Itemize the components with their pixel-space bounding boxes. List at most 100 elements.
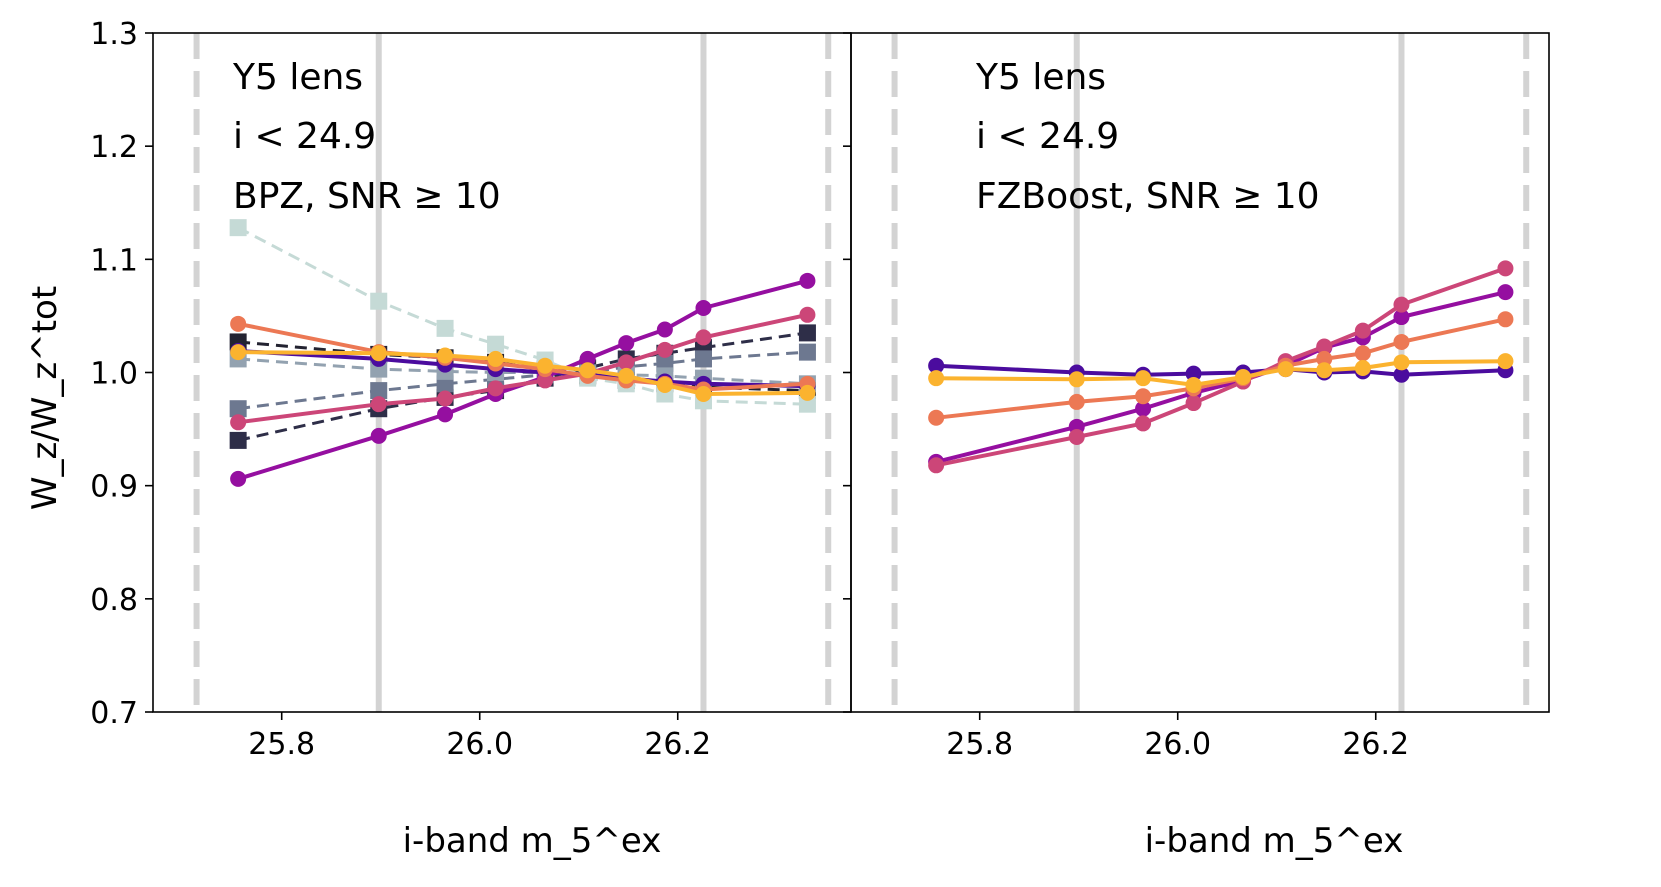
- x-tick-label: 25.8: [248, 727, 315, 762]
- x-axis-ticks-left: 25.8 26.0 26.2: [248, 712, 711, 762]
- data-point-square: [229, 219, 247, 237]
- data-point-circle: [1235, 369, 1252, 386]
- data-point-circle: [537, 357, 554, 374]
- y-axis-label: W_z/W_z^tot: [25, 286, 65, 510]
- data-point-circle: [656, 321, 673, 338]
- y-tick-label: 1.2: [90, 130, 138, 165]
- panel-left: 0.7 0.8 0.9 1.0 1.1 1.2 1.3 25.8 26.0 26.2 Y5 le…: [90, 17, 852, 762]
- data-point-square: [370, 292, 388, 310]
- data-point-circle: [437, 347, 454, 364]
- series-line: [936, 363, 1506, 377]
- data-point-circle: [695, 329, 712, 346]
- data-point-circle: [1316, 362, 1333, 379]
- data-point-circle: [1316, 350, 1333, 367]
- series-line: [237, 312, 808, 425]
- x-tick-label: 25.8: [946, 727, 1013, 762]
- data-point-circle: [799, 306, 816, 323]
- y-axis-ticks-left: 0.7 0.8 0.9 1.0 1.1 1.2 1.3: [90, 17, 153, 731]
- data-point-square: [436, 319, 454, 337]
- data-point-circle: [656, 376, 673, 393]
- data-point-circle: [230, 470, 247, 487]
- data-point-circle: [1185, 395, 1202, 412]
- data-point-circle: [579, 362, 596, 379]
- data-point-circle: [1316, 338, 1333, 355]
- data-point-circle: [370, 345, 387, 362]
- annotation-survey: Y5 lens: [232, 57, 363, 98]
- data-point-circle: [230, 344, 247, 361]
- series-layer-right: [928, 260, 1514, 474]
- data-point-circle: [1393, 354, 1410, 371]
- data-point-circle: [1135, 400, 1152, 417]
- y-tick-label: 0.9: [90, 470, 138, 505]
- data-point-circle: [656, 341, 673, 358]
- data-point-circle: [618, 354, 635, 371]
- annotation-cut: i < 24.9: [233, 116, 376, 157]
- series-1: [230, 272, 816, 487]
- y-tick-label: 1.1: [90, 243, 138, 278]
- data-point-circle: [1354, 322, 1371, 339]
- y-tick-label: 0.8: [90, 583, 138, 618]
- data-point-circle: [695, 299, 712, 316]
- data-point-circle: [928, 409, 945, 426]
- panel-right: 25.8 26.0 26.2 Y5 lens i < 24.9 FZBoost, S…: [843, 32, 1550, 762]
- data-point-circle: [437, 406, 454, 423]
- data-point-square: [798, 324, 816, 342]
- series-line: [935, 266, 1507, 468]
- data-point-circle: [370, 427, 387, 444]
- data-point-circle: [1393, 296, 1410, 313]
- y-tick-label: 1.3: [90, 17, 138, 52]
- data-point-square: [798, 343, 816, 361]
- annotation-method: FZBoost, SNR ≥ 10: [976, 176, 1320, 217]
- data-point-circle: [537, 372, 554, 389]
- data-point-circle: [928, 457, 945, 474]
- data-point-circle: [1497, 311, 1514, 328]
- data-point-circle: [799, 384, 816, 401]
- y-tick-label: 1.0: [90, 357, 138, 392]
- data-point-square: [229, 431, 247, 449]
- data-point-circle: [1354, 345, 1371, 362]
- x-axis-label-left: i-band m_5^ex: [403, 821, 662, 861]
- data-point-circle: [799, 272, 816, 289]
- data-point-square: [694, 350, 712, 368]
- data-point-circle: [928, 370, 945, 387]
- series-line: [237, 226, 808, 406]
- data-point-circle: [230, 315, 247, 332]
- x-tick-label: 26.2: [644, 727, 711, 762]
- data-point-circle: [1497, 284, 1514, 301]
- data-point-circle: [1185, 376, 1202, 393]
- annotation-survey: Y5 lens: [975, 57, 1106, 98]
- data-point-circle: [1135, 388, 1152, 405]
- series-line: [238, 350, 808, 396]
- data-point-circle: [1135, 415, 1152, 432]
- data-point-circle: [618, 367, 635, 384]
- series-4: [928, 353, 1514, 393]
- data-point-square: [229, 400, 247, 418]
- y-axis-ticks-right: [843, 32, 851, 713]
- data-point-circle: [1185, 365, 1202, 382]
- data-point-circle: [437, 390, 454, 407]
- x-axis-label-right: i-band m_5^ex: [1145, 821, 1404, 861]
- x-axis-ticks-right: 25.8 26.0 26.2: [946, 712, 1409, 762]
- annotation-method: BPZ, SNR ≥ 10: [233, 176, 501, 217]
- data-point-circle: [1354, 359, 1371, 376]
- x-tick-label: 26.2: [1342, 727, 1409, 762]
- data-point-square: [370, 382, 388, 400]
- data-point-circle: [695, 386, 712, 403]
- data-point-circle: [1393, 333, 1410, 350]
- data-point-circle: [579, 350, 596, 367]
- data-point-circle: [487, 350, 504, 367]
- data-point-circle: [370, 396, 387, 413]
- data-point-circle: [928, 357, 945, 374]
- data-point-circle: [1393, 366, 1410, 383]
- data-point-circle: [618, 335, 635, 352]
- data-point-square: [487, 335, 505, 353]
- data-point-circle: [1497, 260, 1514, 277]
- data-point-circle: [1068, 371, 1085, 388]
- data-point-circle: [1135, 370, 1152, 387]
- series-4: [230, 344, 816, 403]
- x-tick-label: 26.0: [446, 727, 513, 762]
- annotation-cut: i < 24.9: [976, 116, 1119, 157]
- data-point-circle: [1393, 309, 1410, 326]
- data-point-circle: [1277, 361, 1294, 378]
